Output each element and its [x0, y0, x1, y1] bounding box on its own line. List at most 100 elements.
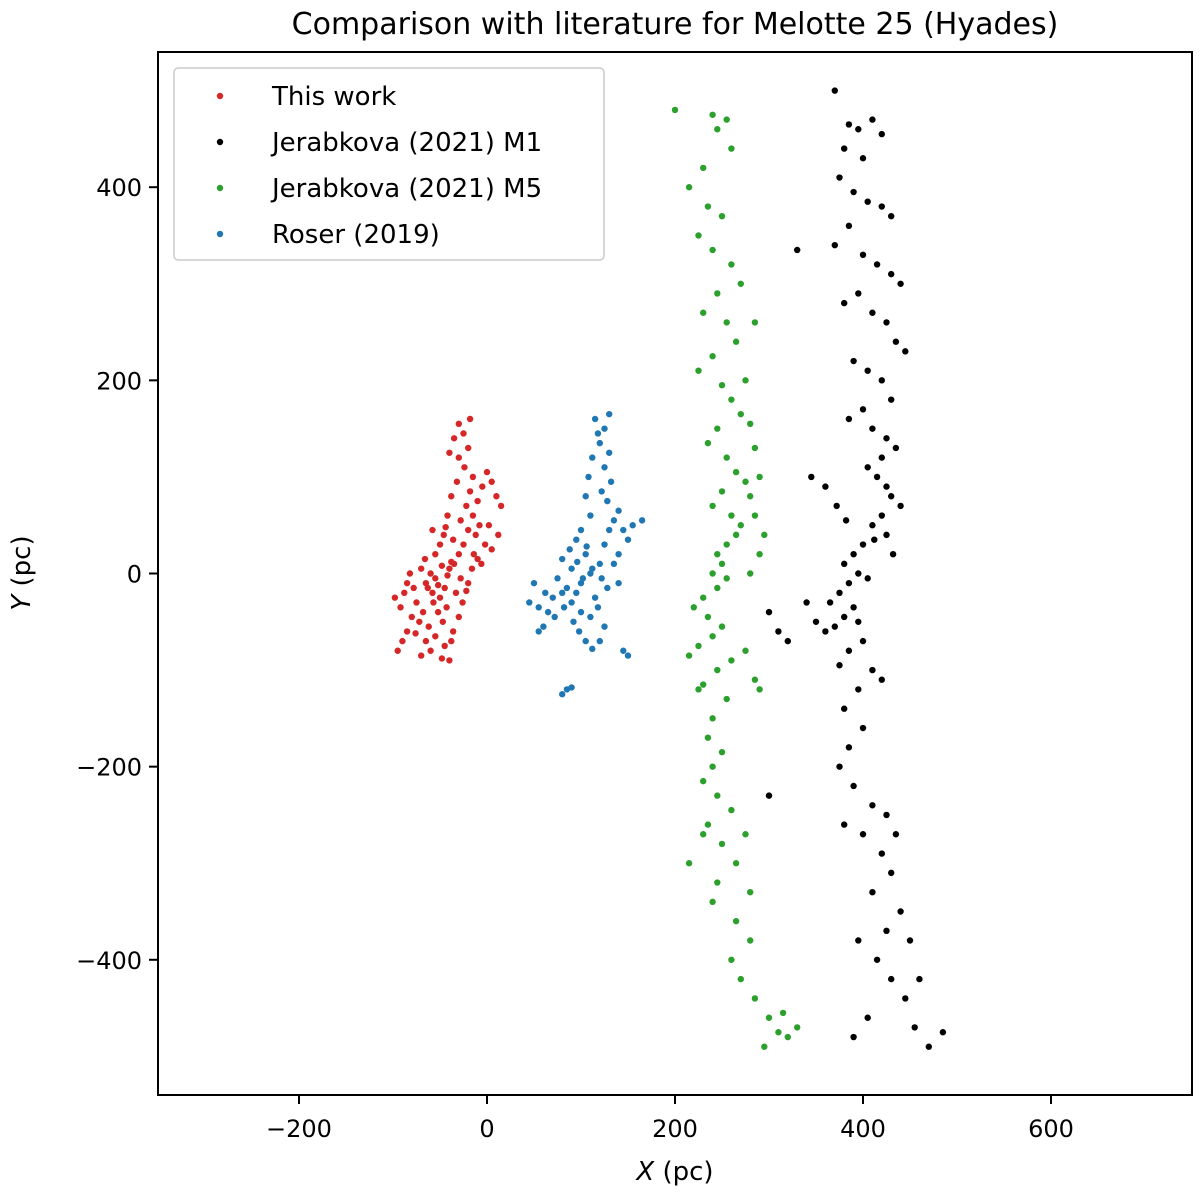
data-point	[751, 995, 759, 1002]
data-point	[747, 888, 754, 896]
data-point	[897, 502, 904, 510]
data-point	[549, 594, 556, 601]
data-point	[742, 831, 749, 838]
data-point	[461, 464, 468, 471]
data-point	[747, 493, 754, 500]
data-point	[419, 608, 427, 616]
data-point	[747, 937, 754, 944]
data-point	[551, 613, 558, 621]
data-point	[841, 821, 848, 828]
data-point	[468, 565, 476, 572]
data-point	[535, 604, 542, 611]
data-point	[587, 570, 594, 577]
data-point	[391, 594, 399, 601]
data-point	[892, 831, 900, 838]
data-point	[939, 1029, 947, 1036]
data-point	[864, 575, 871, 582]
data-point	[775, 1029, 782, 1036]
data-point	[892, 444, 900, 452]
data-point	[568, 684, 575, 691]
data-point	[883, 811, 890, 819]
data-point	[723, 695, 730, 703]
data-point	[723, 454, 730, 461]
data-point	[441, 642, 448, 650]
y-tick-label: 400	[96, 174, 142, 202]
legend-box	[173, 67, 605, 261]
data-point	[864, 198, 871, 205]
data-point	[432, 633, 439, 640]
data-point	[709, 763, 716, 770]
data-point	[911, 1024, 918, 1031]
data-point	[604, 497, 611, 505]
legend-label: Jerabkova (2021) M1	[270, 128, 542, 158]
data-point	[446, 565, 453, 572]
data-point	[444, 512, 451, 519]
data-point	[620, 647, 627, 654]
data-point	[841, 299, 848, 307]
legend-marker	[216, 138, 224, 146]
data-point	[822, 628, 829, 635]
data-point	[718, 840, 726, 848]
data-point	[836, 174, 843, 181]
data-point	[742, 647, 749, 654]
data-point	[598, 575, 605, 582]
data-point	[873, 261, 881, 268]
data-point	[714, 126, 721, 133]
data-point	[575, 628, 583, 635]
data-point	[845, 744, 853, 751]
data-point	[714, 879, 721, 886]
data-point	[704, 734, 712, 741]
data-point	[864, 464, 871, 471]
y-axis-variable: Y	[7, 593, 37, 611]
data-point	[446, 449, 453, 456]
y-tick-label: −400	[76, 947, 142, 975]
legend-label: Roser (2019)	[272, 220, 440, 250]
data-point	[878, 454, 885, 461]
data-point	[850, 188, 857, 196]
data-point	[478, 560, 485, 568]
data-point	[582, 493, 589, 500]
data-point	[878, 850, 885, 857]
data-point	[718, 381, 726, 389]
data-point	[438, 655, 446, 662]
legend-marker	[216, 92, 224, 100]
data-point	[878, 203, 885, 210]
data-point	[560, 604, 568, 611]
data-point	[850, 1033, 857, 1041]
data-point	[728, 806, 735, 814]
data-point	[685, 184, 693, 191]
data-point	[841, 613, 848, 621]
chart-title: Comparison with literature for Melotte 2…	[292, 7, 1059, 42]
data-point	[436, 541, 444, 548]
points-layer	[391, 87, 947, 1050]
data-point	[859, 406, 867, 413]
data-point	[709, 633, 716, 640]
data-point	[394, 647, 401, 654]
data-point	[878, 676, 885, 683]
data-point	[779, 1009, 787, 1017]
data-point	[803, 599, 810, 606]
data-point	[438, 562, 446, 569]
data-point	[410, 584, 417, 592]
data-point	[582, 550, 589, 558]
data-point	[869, 425, 876, 432]
x-tick-label: −200	[266, 1115, 332, 1143]
data-point	[429, 526, 436, 534]
data-point	[615, 507, 622, 514]
data-point	[747, 570, 754, 577]
data-point	[401, 589, 408, 597]
legend-items: This work Jerabkova (2021) M1 Jerabkova (2…	[216, 82, 542, 250]
data-point	[457, 575, 464, 582]
data-point	[453, 478, 461, 485]
x-axis-variable: X	[634, 1157, 655, 1187]
data-point	[784, 1033, 791, 1041]
data-point	[728, 396, 735, 403]
data-point	[812, 618, 820, 625]
data-point	[888, 212, 895, 220]
data-point	[448, 637, 455, 645]
data-point	[756, 686, 763, 693]
data-point	[425, 623, 432, 630]
data-point	[742, 478, 749, 485]
data-point	[573, 589, 580, 597]
data-point	[624, 652, 632, 659]
